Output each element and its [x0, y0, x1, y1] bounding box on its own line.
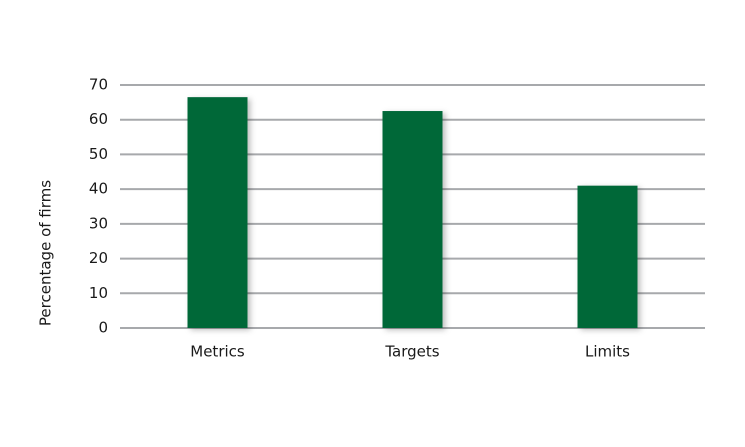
y-tick-label: 70 — [89, 76, 108, 94]
bar — [382, 111, 443, 329]
x-tick-label: Targets — [384, 343, 439, 361]
x-tick-label: Metrics — [190, 343, 245, 361]
y-tick-label: 10 — [89, 284, 108, 302]
y-tick-label: 30 — [89, 214, 108, 232]
bar — [577, 185, 638, 328]
y-tick-label: 0 — [98, 319, 108, 337]
y-tick-label: 40 — [89, 180, 108, 198]
y-tick-label: 20 — [89, 249, 108, 267]
x-tick-label: Limits — [585, 343, 630, 361]
y-tick-label: 60 — [89, 110, 108, 128]
y-axis-label: Percentage of firms — [37, 180, 55, 326]
y-tick-label: 50 — [89, 145, 108, 163]
bar — [187, 97, 248, 329]
